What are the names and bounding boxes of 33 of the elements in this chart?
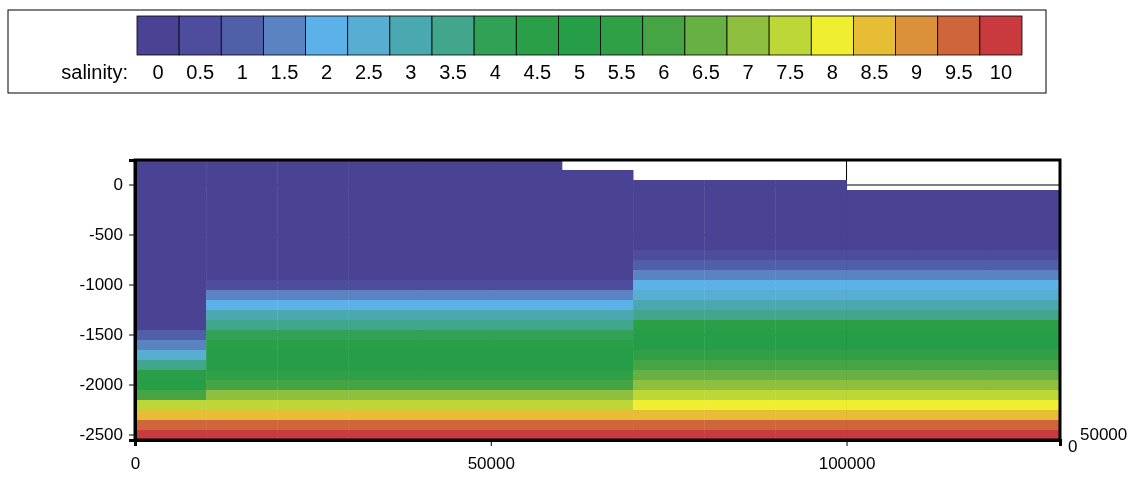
y-tick-label: -1500 xyxy=(79,325,123,345)
y-tick-label: -1000 xyxy=(79,275,123,295)
color-bar-label: 9 xyxy=(911,61,923,83)
x-tick-label: 0 xyxy=(130,454,141,474)
color-bar-label: 5.5 xyxy=(607,61,636,83)
text: 0 xyxy=(1068,437,1078,456)
color-bar-label: 2.5 xyxy=(354,61,383,83)
y-tick-label: -500 xyxy=(88,225,123,245)
x-tick-label: 100000 xyxy=(818,454,876,474)
y-tick-label: -2000 xyxy=(79,375,123,395)
color-bar-label: 2 xyxy=(321,61,333,83)
color-bar-label: 7 xyxy=(742,61,754,83)
color-bar-label: 5 xyxy=(573,61,586,83)
color-bar-label: 9.5 xyxy=(944,61,973,83)
text: 50000 xyxy=(1080,425,1128,444)
color-bar-label: 3.5 xyxy=(439,61,467,83)
color-bar-label: 6.5 xyxy=(692,61,720,83)
y-tick-label: -2500 xyxy=(79,425,123,445)
color-bar-label: 1.5 xyxy=(270,61,299,83)
color-bar-label: 6 xyxy=(658,61,670,83)
x-tick-label: 50000 xyxy=(467,454,515,474)
color-bar-label: 8.5 xyxy=(860,61,889,83)
color-bar-label: 1 xyxy=(236,61,248,83)
color-bar-label: 3 xyxy=(405,61,417,83)
color-bar-label: 7.5 xyxy=(776,61,805,83)
color-bar-label: 8 xyxy=(826,61,838,83)
color-bar-label: 0 xyxy=(152,61,164,83)
y-tick-label: 0 xyxy=(113,175,123,195)
color-bar-title: salinity: xyxy=(61,61,128,83)
color-bar-label: 4 xyxy=(489,61,501,83)
color-bar-label: 10 xyxy=(989,61,1013,83)
color-bar-label: 0.5 xyxy=(186,61,215,83)
color-bar-label: 4.5 xyxy=(523,61,552,83)
